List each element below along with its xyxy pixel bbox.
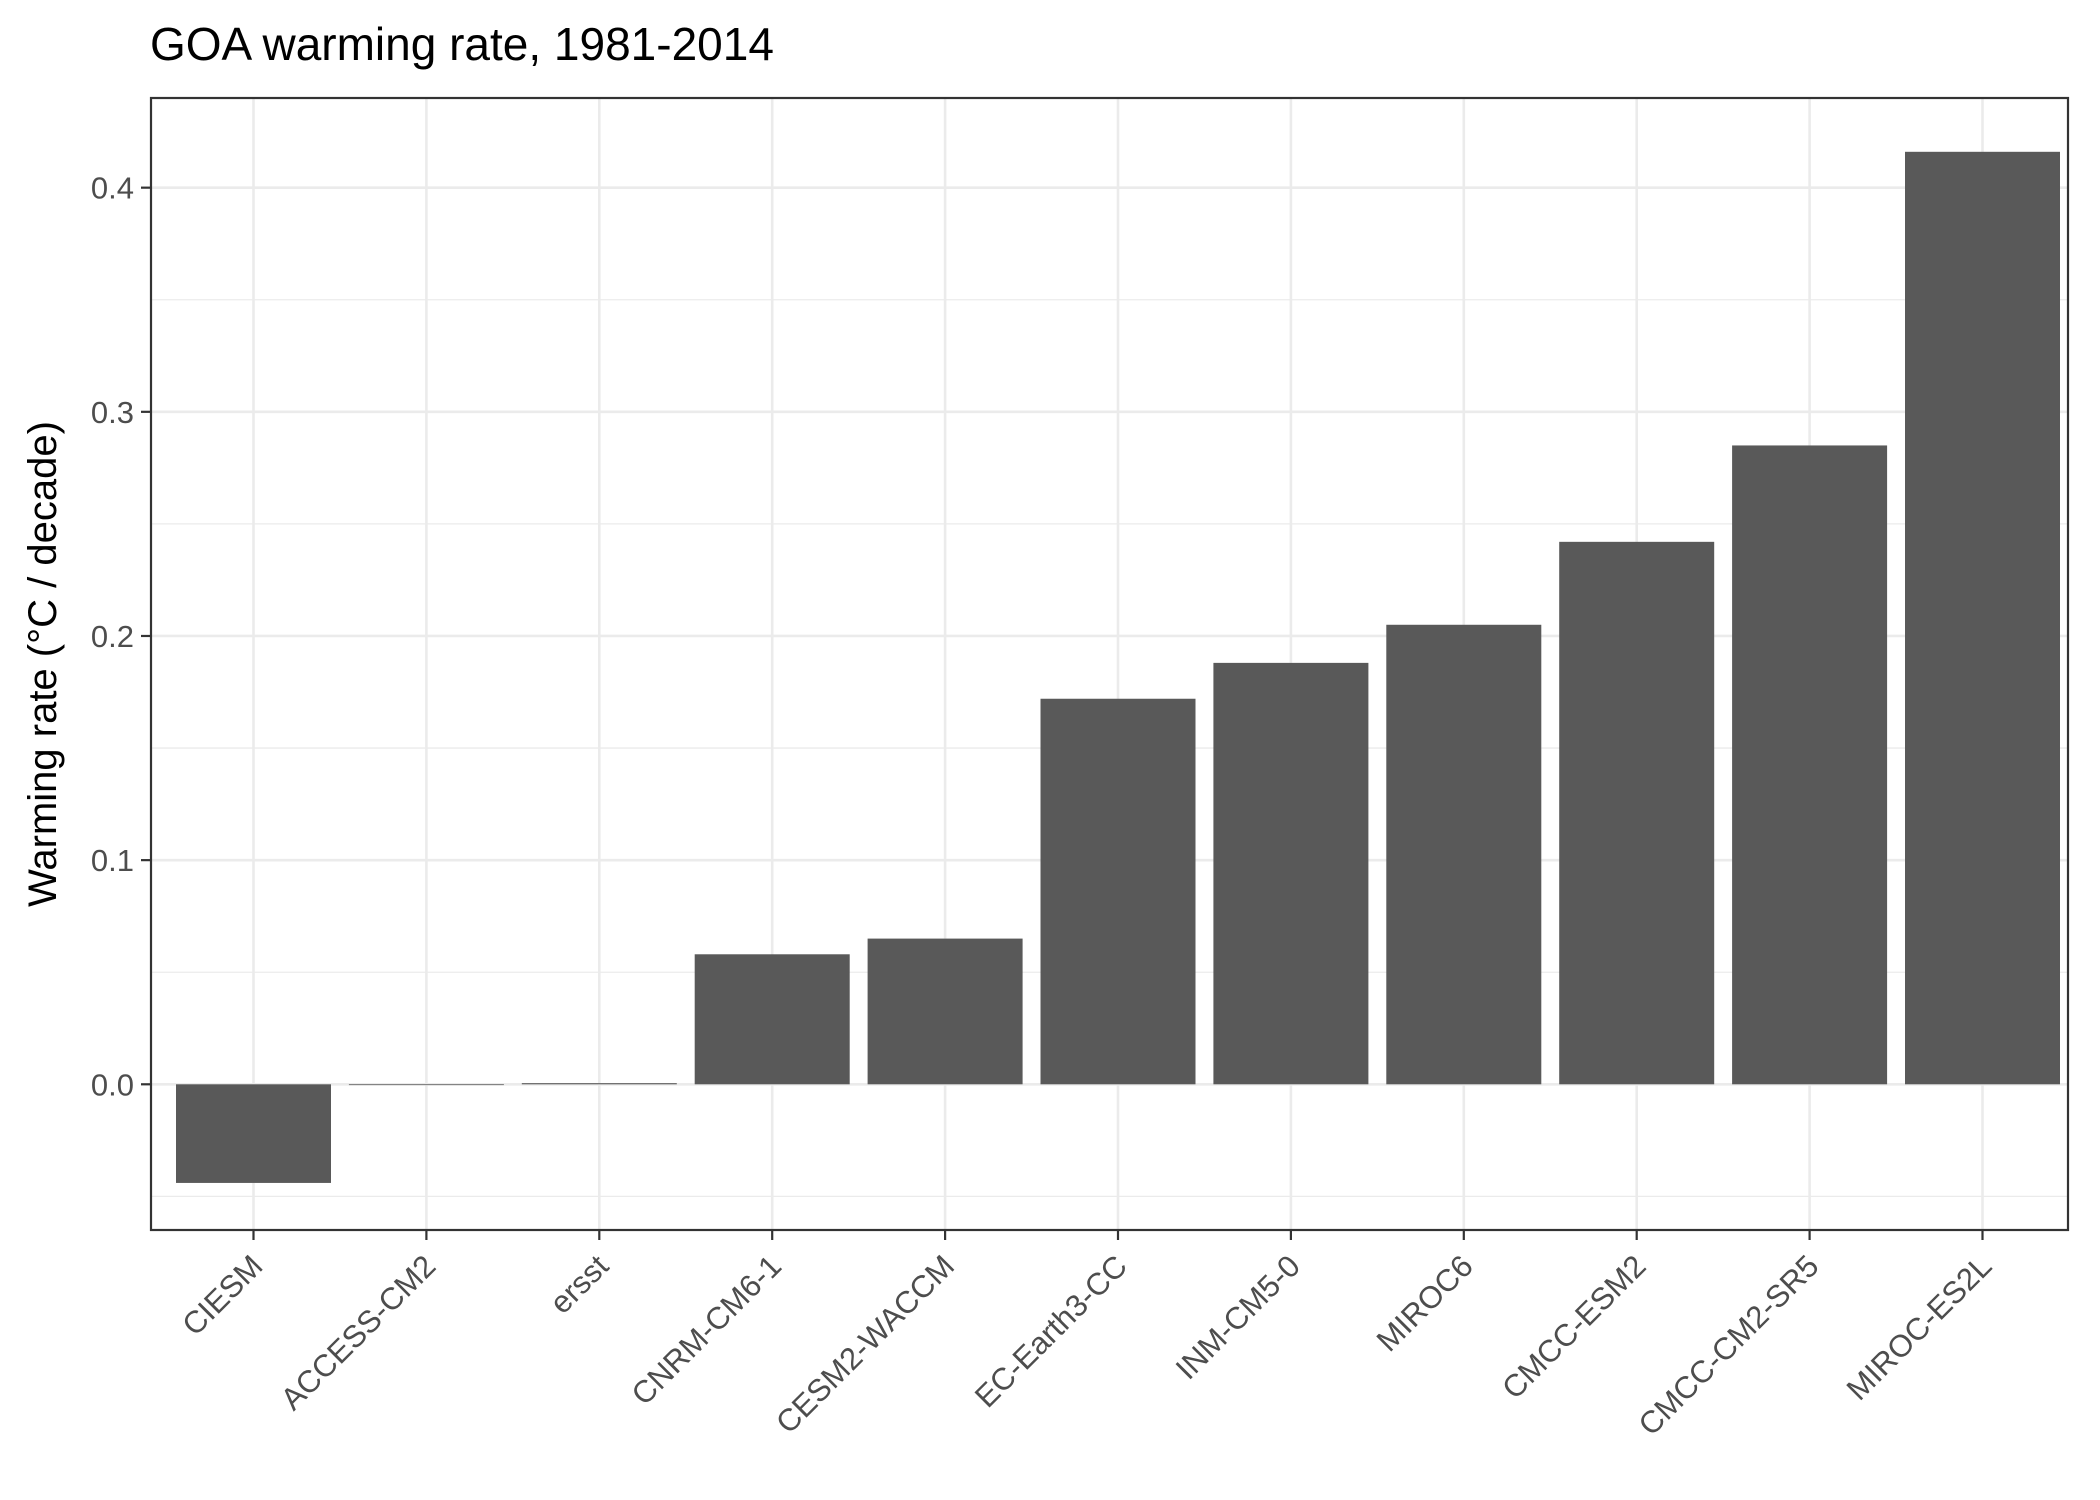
bar-cnrm-cm6-1 bbox=[694, 954, 850, 1085]
bar-inm-cm5-0 bbox=[1213, 662, 1369, 1085]
x-tick-label: CMCC-CM2-SR5 bbox=[1632, 1248, 1826, 1442]
y-tick-label: 0.3 bbox=[91, 395, 134, 430]
x-tick-label: ersst bbox=[543, 1248, 616, 1321]
bar-ec-earth3-cc bbox=[1040, 698, 1196, 1085]
x-tick-label: EC-Earth3-CC bbox=[968, 1248, 1134, 1414]
y-tick-label: 0.4 bbox=[91, 171, 134, 206]
x-tick-label: CMCC-ESM2 bbox=[1495, 1248, 1652, 1405]
x-tick-label: MIROC-ES2L bbox=[1840, 1248, 1999, 1407]
bar-ciesm bbox=[176, 1084, 331, 1183]
y-tick-label: 0.1 bbox=[91, 843, 134, 878]
bar-access-cm2 bbox=[348, 1084, 504, 1086]
bar-ersst bbox=[521, 1083, 677, 1085]
bar-miroc6 bbox=[1386, 624, 1542, 1085]
x-tick-label: INM-CM5-0 bbox=[1169, 1248, 1307, 1386]
y-tick-label: 0.0 bbox=[91, 1067, 134, 1102]
bar-cesm2-waccm bbox=[867, 938, 1023, 1085]
x-tick-label: CNRM-CM6-1 bbox=[625, 1248, 789, 1412]
x-tick-label: ACCESS-CM2 bbox=[274, 1248, 442, 1416]
y-tick-label: 0.2 bbox=[91, 619, 134, 654]
plot-panel-border bbox=[149, 96, 2070, 1232]
bar-miroc-es2l bbox=[1905, 151, 2060, 1085]
bar-cmcc-cm2-sr5 bbox=[1732, 445, 1888, 1085]
x-tick-label: MIROC6 bbox=[1370, 1248, 1480, 1358]
x-tick-label: CIESM bbox=[175, 1248, 269, 1342]
chart-title: GOA warming rate, 1981-2014 bbox=[150, 18, 774, 70]
x-tick-label: CESM2-WACCM bbox=[769, 1248, 961, 1440]
bars bbox=[176, 151, 2060, 1183]
y-axis-title: Warming rate (°C / decade) bbox=[21, 421, 65, 907]
bar-cmcc-esm2 bbox=[1559, 541, 1715, 1085]
